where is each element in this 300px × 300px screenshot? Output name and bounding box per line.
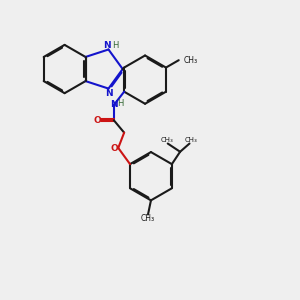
Text: CH₃: CH₃ <box>160 137 173 143</box>
Text: H: H <box>112 41 118 50</box>
Text: CH₃: CH₃ <box>140 214 154 223</box>
Text: O: O <box>110 144 118 153</box>
Text: H: H <box>117 99 124 108</box>
Text: N: N <box>110 100 118 109</box>
Text: O: O <box>94 116 101 125</box>
Text: N: N <box>103 41 111 50</box>
Text: CH₃: CH₃ <box>184 137 197 143</box>
Text: CH₃: CH₃ <box>184 56 198 65</box>
Text: N: N <box>105 89 112 98</box>
